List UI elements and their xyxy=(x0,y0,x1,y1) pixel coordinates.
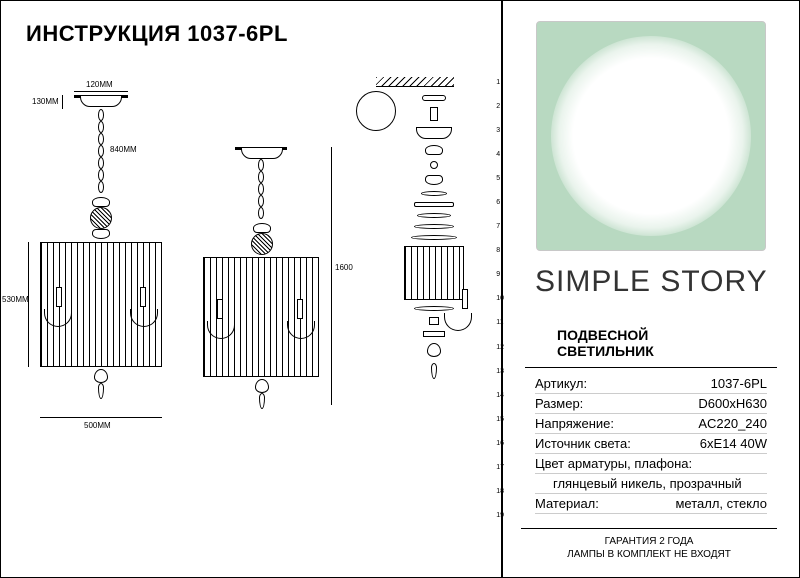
dim-chain: 840MM xyxy=(110,145,137,154)
view-exploded: 1 2 3 4 5 6 7 8 9 10 11 12 13 14 15 16 1 xyxy=(346,77,496,537)
part-4: 4 xyxy=(496,151,504,158)
warranty-block: ГАРАНТИЯ 2 ГОДА ЛАМПЫ В КОМПЛЕКТ НЕ ВХОД… xyxy=(521,528,777,561)
spec-light-label: Источник света: xyxy=(535,436,631,451)
spec-voltage: Напряжение: AC220_240 xyxy=(535,414,767,434)
spec-voltage-label: Напряжение: xyxy=(535,416,614,431)
product-type: ПОДВЕСНОЙ СВЕТИЛЬНИК xyxy=(525,299,777,368)
diagrams: 120MM 130MM 840MM 530MM 500MM xyxy=(26,77,486,557)
part-19: 19 xyxy=(496,512,504,519)
spec-size-label: Размер: xyxy=(535,396,583,411)
part-15: 15 xyxy=(496,416,504,423)
part-5: 5 xyxy=(496,175,504,182)
brand-name: SIMPLE STORY xyxy=(503,261,799,299)
left-panel: ИНСТРУКЦИЯ 1037-6PL xyxy=(1,1,501,577)
part-8: 8 xyxy=(496,247,504,254)
part-13: 13 xyxy=(496,368,504,375)
spec-finish-label: Цвет арматуры, плафона: xyxy=(535,454,767,474)
part-12: 12 xyxy=(496,344,504,351)
part-2: 2 xyxy=(496,103,504,110)
view-plain: 1600 xyxy=(191,77,331,497)
warranty-line1: ГАРАНТИЯ 2 ГОДА xyxy=(521,535,777,548)
spec-size-value: D600xH630 xyxy=(698,396,767,411)
page-title: ИНСТРУКЦИЯ 1037-6PL xyxy=(26,21,483,47)
part-3: 3 xyxy=(496,127,504,134)
spec-article: Артикул: 1037-6PL xyxy=(535,374,767,394)
warranty-line2: ЛАМПЫ В КОМПЛЕКТ НЕ ВХОДЯТ xyxy=(521,548,777,561)
part-7: 7 xyxy=(496,223,504,230)
dim-canopy-h: 130MM xyxy=(32,97,59,106)
spec-material-label: Материал: xyxy=(535,496,599,511)
part-17: 17 xyxy=(496,464,504,471)
spec-light-value: 6xE14 40W xyxy=(700,436,767,451)
part-11: 11 xyxy=(496,319,504,326)
spec-article-value: 1037-6PL xyxy=(711,376,767,391)
right-panel: SIMPLE STORY ПОДВЕСНОЙ СВЕТИЛЬНИК Артику… xyxy=(501,1,799,577)
spec-material: Материал: металл, стекло xyxy=(535,494,767,514)
view-dimensioned: 120MM 130MM 840MM 530MM 500MM xyxy=(26,77,181,497)
part-10: 10 xyxy=(496,295,504,302)
spec-finish-value: глянцевый никель, прозрачный xyxy=(535,474,767,494)
spec-article-label: Артикул: xyxy=(535,376,587,391)
brand-logo xyxy=(536,21,766,251)
dim-shade-h: 530MM xyxy=(2,295,29,304)
spec-voltage-value: AC220_240 xyxy=(698,416,767,431)
dim-shade-w: 500MM xyxy=(84,421,111,430)
part-1: 1 xyxy=(496,79,504,86)
dim-canopy-w: 120MM xyxy=(86,80,113,89)
part-9: 9 xyxy=(496,271,504,278)
spec-material-value: металл, стекло xyxy=(675,496,767,511)
spec-light: Источник света: 6xE14 40W xyxy=(535,434,767,454)
page: ИНСТРУКЦИЯ 1037-6PL xyxy=(0,0,800,578)
part-14: 14 xyxy=(496,392,504,399)
spec-size: Размер: D600xH630 xyxy=(535,394,767,414)
specs-table: Артикул: 1037-6PL Размер: D600xH630 Напр… xyxy=(503,368,799,514)
part-6: 6 xyxy=(496,199,504,206)
part-16: 16 xyxy=(496,440,504,447)
part-18: 18 xyxy=(496,488,504,495)
